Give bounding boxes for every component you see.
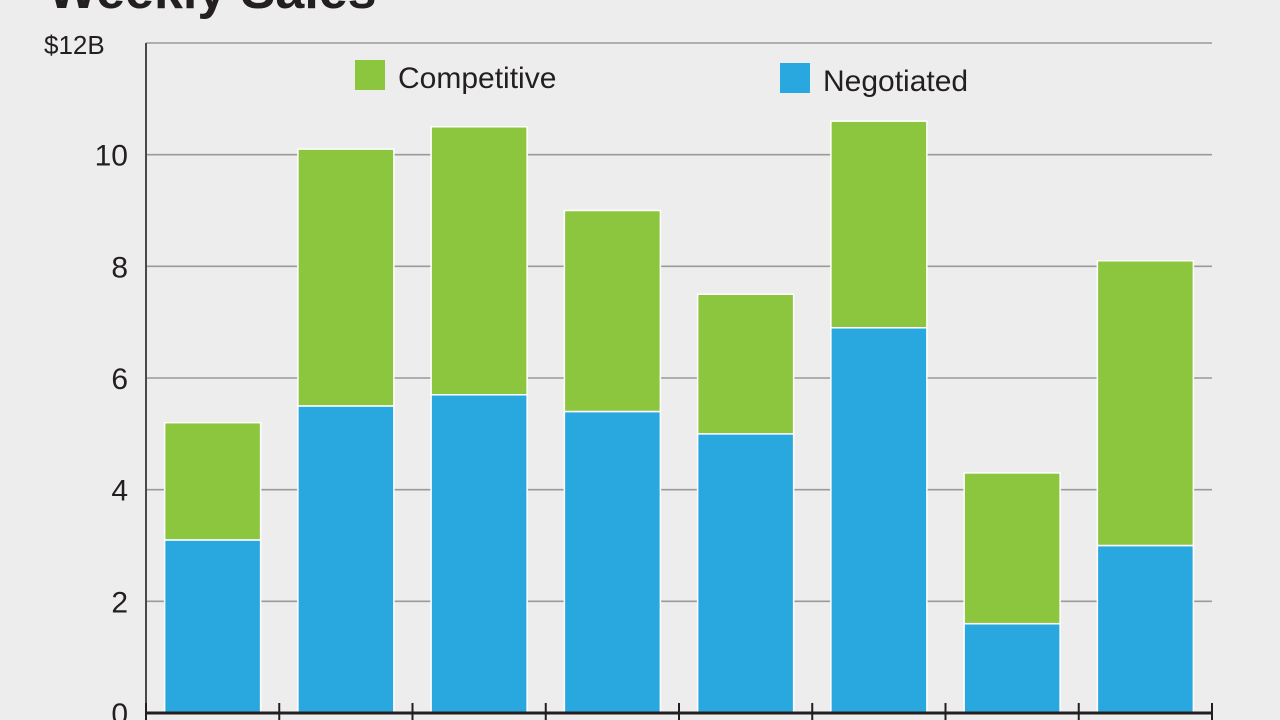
bar-segment-negotiated bbox=[297, 405, 395, 714]
bar-segment-negotiated bbox=[563, 410, 662, 714]
legend-item-competitive: Competitive bbox=[355, 60, 556, 95]
bar-segment-negotiated bbox=[1096, 544, 1195, 714]
y-tick-label: 0 bbox=[111, 698, 128, 720]
y-tick-label: 4 bbox=[111, 475, 128, 508]
bar-segment-competitive bbox=[563, 209, 662, 413]
bar-segment-competitive bbox=[830, 120, 928, 329]
bar-segment-competitive bbox=[1096, 260, 1195, 547]
bar-segment-negotiated bbox=[696, 433, 795, 714]
legend: Competitive Negotiated bbox=[355, 60, 968, 98]
y-axis-ticks: 0 2 4 6 8 10 $12B bbox=[44, 30, 128, 720]
bars bbox=[163, 120, 1195, 714]
y-tick-label: 8 bbox=[111, 251, 128, 284]
bar-segment-negotiated bbox=[430, 394, 528, 714]
y-tick-label: 10 bbox=[95, 140, 128, 173]
bar-segment-competitive bbox=[297, 148, 395, 407]
bar-segment-competitive bbox=[696, 293, 795, 435]
y-tick-label: 6 bbox=[111, 363, 128, 396]
bar-segment-competitive bbox=[430, 126, 528, 396]
bar-segment-competitive bbox=[163, 421, 262, 541]
legend-swatch-negotiated bbox=[780, 63, 810, 93]
legend-swatch-competitive bbox=[355, 60, 385, 90]
y-tick-label: $12B bbox=[44, 30, 105, 60]
legend-item-negotiated: Negotiated bbox=[780, 63, 968, 98]
bar-segment-competitive bbox=[963, 472, 1061, 625]
x-axis-ticks bbox=[145, 703, 1213, 720]
legend-label-negotiated: Negotiated bbox=[823, 65, 968, 98]
y-tick-label: 2 bbox=[111, 586, 128, 619]
bar-segment-negotiated bbox=[163, 539, 262, 714]
bar-segment-negotiated bbox=[963, 622, 1061, 714]
legend-label-competitive: Competitive bbox=[398, 62, 556, 95]
chart-title: Weekly Sales bbox=[48, 0, 377, 20]
bar-segment-negotiated bbox=[830, 327, 928, 714]
